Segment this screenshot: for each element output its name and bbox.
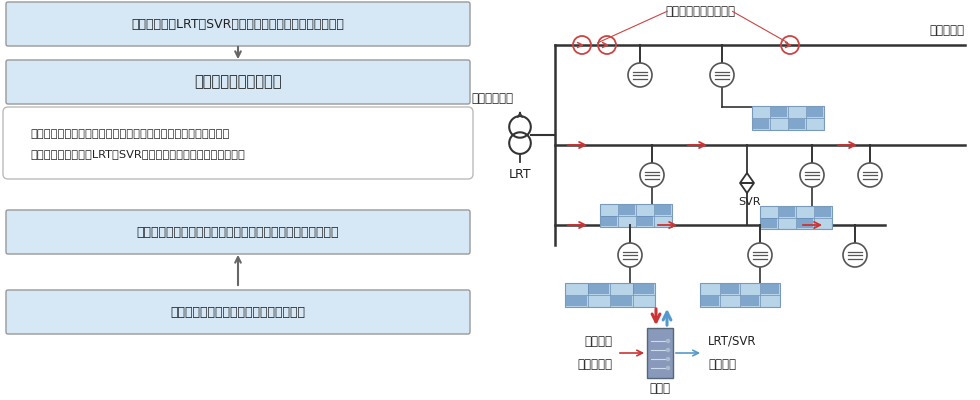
Bar xyxy=(600,204,672,227)
Circle shape xyxy=(666,366,669,370)
Text: 分散型電源: 分散型電源 xyxy=(929,24,964,37)
Bar xyxy=(760,206,832,229)
Text: 計測情報: 計測情報 xyxy=(584,335,612,348)
Bar xyxy=(618,205,635,215)
Bar xyxy=(701,296,719,306)
Text: 電圧情報をもとに、LRT、SVRのタップ位置を自動で選定・制御: 電圧情報をもとに、LRT、SVRのタップ位置を自動で選定・制御 xyxy=(30,149,245,159)
Text: 開閉器状態: 開閉器状態 xyxy=(577,358,612,371)
Bar xyxy=(611,296,632,306)
Bar xyxy=(647,328,673,378)
Text: センサ内蔵自動開閉器: センサ内蔵自動開閉器 xyxy=(665,5,735,18)
Bar xyxy=(760,218,777,228)
Bar xyxy=(633,284,655,294)
Circle shape xyxy=(666,348,669,352)
Text: SVR: SVR xyxy=(738,197,760,207)
FancyBboxPatch shape xyxy=(3,107,473,179)
Text: 再生可能エネルギー大量導入に対応可能: 再生可能エネルギー大量導入に対応可能 xyxy=(171,306,306,318)
Circle shape xyxy=(666,340,669,342)
Bar xyxy=(760,284,779,294)
Text: 電圧調整器（LRT、SVRなど）の自端制御による電圧管理: 電圧調整器（LRT、SVRなど）の自端制御による電圧管理 xyxy=(131,18,344,30)
Circle shape xyxy=(858,163,882,187)
Text: 電圧集中制御システム: 電圧集中制御システム xyxy=(194,74,282,90)
Text: LRT/SVR: LRT/SVR xyxy=(708,335,757,348)
Bar xyxy=(721,284,739,294)
FancyBboxPatch shape xyxy=(6,290,470,334)
Circle shape xyxy=(843,243,867,267)
Text: LRT: LRT xyxy=(509,168,531,182)
FancyBboxPatch shape xyxy=(6,210,470,254)
Bar xyxy=(637,216,654,226)
Circle shape xyxy=(640,163,664,187)
Bar xyxy=(655,205,671,215)
Bar xyxy=(814,207,831,217)
Bar xyxy=(753,119,769,129)
Bar xyxy=(807,107,823,117)
Text: 直接制御: 直接制御 xyxy=(708,358,736,371)
Text: 各時間帯における適正電圧範囲内での自由な電圧設定が可能: 各時間帯における適正電圧範囲内での自由な電圧設定が可能 xyxy=(137,226,339,238)
Circle shape xyxy=(618,243,642,267)
Circle shape xyxy=(710,63,734,87)
Bar xyxy=(771,107,787,117)
FancyBboxPatch shape xyxy=(6,60,470,104)
Bar xyxy=(700,283,780,307)
Bar xyxy=(797,218,813,228)
Bar xyxy=(779,207,795,217)
Bar xyxy=(752,106,824,130)
Text: 配電用変電所: 配電用変電所 xyxy=(471,92,513,105)
Bar xyxy=(741,296,760,306)
Bar xyxy=(588,284,610,294)
Text: 配電線路上各点に設置されたセンサ内蔵自動開閉器から得られる: 配電線路上各点に設置されたセンサ内蔵自動開閉器から得られる xyxy=(30,129,229,139)
FancyBboxPatch shape xyxy=(6,2,470,46)
Text: サーバ: サーバ xyxy=(650,382,670,395)
Bar xyxy=(565,296,587,306)
Bar xyxy=(789,119,806,129)
Circle shape xyxy=(800,163,824,187)
Circle shape xyxy=(628,63,652,87)
Bar xyxy=(601,216,617,226)
Bar xyxy=(565,283,655,307)
Circle shape xyxy=(666,358,669,360)
Circle shape xyxy=(748,243,772,267)
